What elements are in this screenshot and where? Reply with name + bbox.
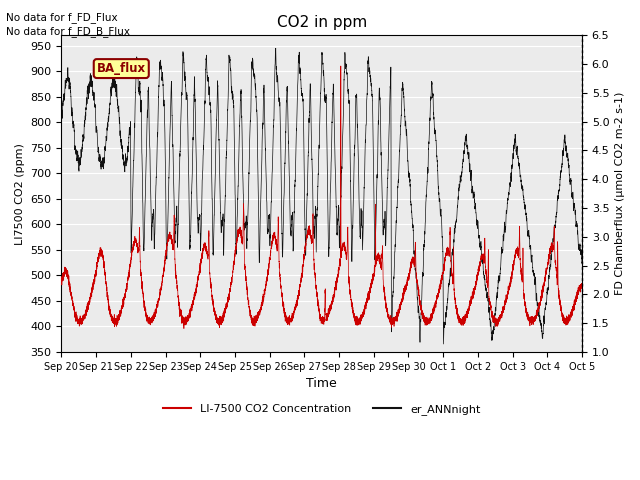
Legend: LI-7500 CO2 Concentration, er_ANNnight: LI-7500 CO2 Concentration, er_ANNnight [159, 399, 484, 419]
Y-axis label: FD Chamberflux (μmol CO2 m-2 s-1): FD Chamberflux (μmol CO2 m-2 s-1) [615, 92, 625, 295]
Text: No data for f_FD_Flux: No data for f_FD_Flux [6, 12, 118, 23]
Text: BA_flux: BA_flux [97, 62, 146, 75]
X-axis label: Time: Time [307, 377, 337, 390]
Y-axis label: LI7500 CO2 (ppm): LI7500 CO2 (ppm) [15, 143, 25, 245]
Text: No data for f_FD_B_Flux: No data for f_FD_B_Flux [6, 26, 131, 37]
Title: CO2 in ppm: CO2 in ppm [276, 15, 367, 30]
